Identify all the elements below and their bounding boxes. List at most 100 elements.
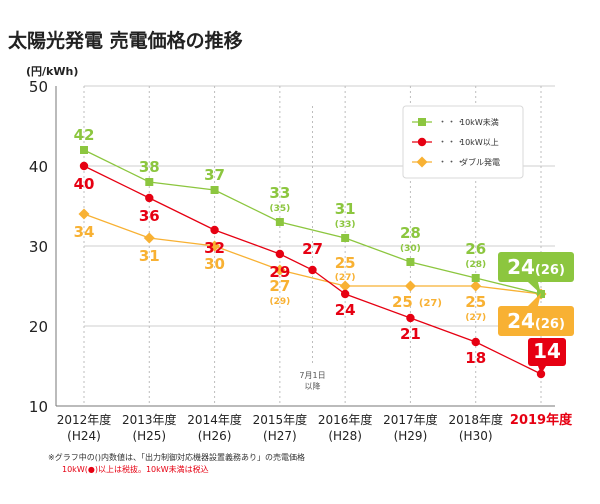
- callout-pointer: [528, 293, 541, 306]
- callout-main: 24: [507, 255, 535, 279]
- data-point-square: [80, 146, 88, 154]
- callout-sub: (26): [535, 263, 565, 278]
- data-label: 37: [204, 166, 225, 184]
- legend-dots: ・・・: [438, 138, 465, 148]
- data-label: 25: [392, 293, 413, 311]
- data-label: 33: [269, 184, 290, 202]
- footnote: ※グラフ中の()内数値は、「出力制御対応機器設置義務あり」の売電価格: [48, 452, 305, 462]
- callout-box: [498, 306, 574, 336]
- data-point-circle: [417, 137, 427, 147]
- x-tick-label: 2017年度: [383, 412, 438, 427]
- data-label: 40: [74, 175, 95, 193]
- legend-label: 10kW以上: [460, 138, 499, 147]
- callout-pointer: [528, 282, 541, 294]
- series-layer: [78, 146, 547, 379]
- callout-box: [528, 338, 566, 366]
- data-sublabel: (27): [335, 273, 356, 283]
- data-point-diamond: [404, 280, 416, 292]
- data-label: 36: [139, 207, 160, 225]
- data-label: 31: [335, 200, 356, 218]
- x-tick-label: 2013年度: [122, 412, 177, 427]
- legend-label: ダブル発電: [460, 157, 500, 167]
- callout-value: 14: [533, 339, 561, 363]
- x-tick-label: 2012年度: [57, 412, 112, 427]
- y-tick-label: 10: [29, 398, 48, 416]
- data-label: 21: [400, 325, 421, 343]
- data-sublabel: (28): [465, 260, 486, 270]
- data-label: 28: [400, 224, 421, 242]
- legend: ・・・10kW未満・・・10kW以上・・・ダブル発電: [402, 105, 524, 179]
- annotation-label: 以降: [305, 381, 321, 391]
- data-point-square: [210, 186, 219, 194]
- annotation-label: 7月1日: [299, 371, 325, 380]
- y-tick-label: 30: [29, 238, 48, 256]
- callout-sub: (26): [535, 317, 565, 332]
- series-line: [83, 149, 542, 295]
- data-point-diamond: [416, 156, 428, 168]
- x-tick-label: 2016年度: [318, 412, 373, 427]
- data-sublabel: (33): [335, 220, 356, 230]
- data-point-diamond: [78, 208, 90, 220]
- y-tick-label: 20: [29, 318, 48, 336]
- data-point-circle: [210, 225, 219, 235]
- data-point-square: [471, 274, 480, 282]
- data-sublabel: (27): [419, 298, 442, 309]
- data-point-diamond: [143, 232, 155, 244]
- x-tick-label: 2018年度: [448, 412, 503, 427]
- callout-main: 24: [507, 309, 535, 333]
- x-tick-sublabel: (H26): [198, 429, 232, 443]
- data-point-circle: [79, 161, 89, 171]
- data-label: 42: [74, 126, 95, 144]
- data-sublabel: (35): [269, 204, 290, 214]
- data-point-diamond: [274, 264, 286, 276]
- x-tick-label: 2015年度: [253, 412, 308, 427]
- series-line: [83, 213, 542, 295]
- x-tick-sublabel: (H28): [328, 429, 362, 443]
- data-point-square: [145, 178, 154, 186]
- data-point-circle: [308, 265, 317, 275]
- x-tick-sublabel: (H25): [132, 429, 166, 443]
- data-label: 25: [335, 254, 356, 272]
- data-label: 32: [204, 239, 225, 257]
- data-label: 34: [74, 223, 95, 241]
- callout-box: [498, 252, 574, 282]
- legend-box: [402, 105, 524, 179]
- data-point-circle: [275, 249, 285, 259]
- data-label: 30: [204, 255, 225, 273]
- legend-dots: ・・・: [438, 158, 465, 168]
- data-sublabel: (30): [400, 244, 421, 254]
- data-label: 38: [139, 158, 160, 176]
- y-axis-label: (円/kWh): [26, 65, 78, 78]
- data-label: 31: [139, 247, 160, 265]
- data-point-square: [406, 258, 415, 266]
- data-point-circle: [145, 193, 154, 203]
- data-label: 24: [335, 301, 356, 319]
- legend-label: 10kW未満: [460, 117, 499, 127]
- y-tick-label: 40: [29, 158, 48, 176]
- data-point-circle: [340, 289, 350, 299]
- callout-main: 14: [533, 339, 561, 363]
- data-point-square: [418, 118, 426, 126]
- data-label: 25: [465, 293, 486, 311]
- callout-value: 24(26): [507, 309, 565, 333]
- data-label: 29: [269, 263, 290, 281]
- data-label: 18: [465, 349, 486, 367]
- x-tick-label: 2019年度: [510, 412, 573, 428]
- chart-title: 太陽光発電 売電価格の推移: [8, 29, 243, 52]
- x-tick-sublabel: (H27): [263, 429, 297, 443]
- data-point-circle: [471, 337, 480, 347]
- data-point-diamond: [470, 280, 482, 292]
- callout-layer: 24(26)24(26)14: [498, 252, 574, 374]
- data-label: 26: [465, 240, 486, 258]
- callout-pointer: [538, 366, 546, 374]
- data-label: 27: [302, 240, 323, 258]
- footnote: 10kW(●)以上は税抜。10kW未満は税込: [62, 464, 209, 474]
- x-tick-sublabel: (H24): [67, 429, 101, 443]
- data-point-diamond: [339, 280, 351, 292]
- axes-layer: 10 20 30 40 50 2012年度 (H24) 2013年度 (H25) 2014年度 (H…: [29, 78, 573, 443]
- callout-value: 24(26): [507, 255, 565, 279]
- x-tick-label: 2014年度: [187, 412, 242, 427]
